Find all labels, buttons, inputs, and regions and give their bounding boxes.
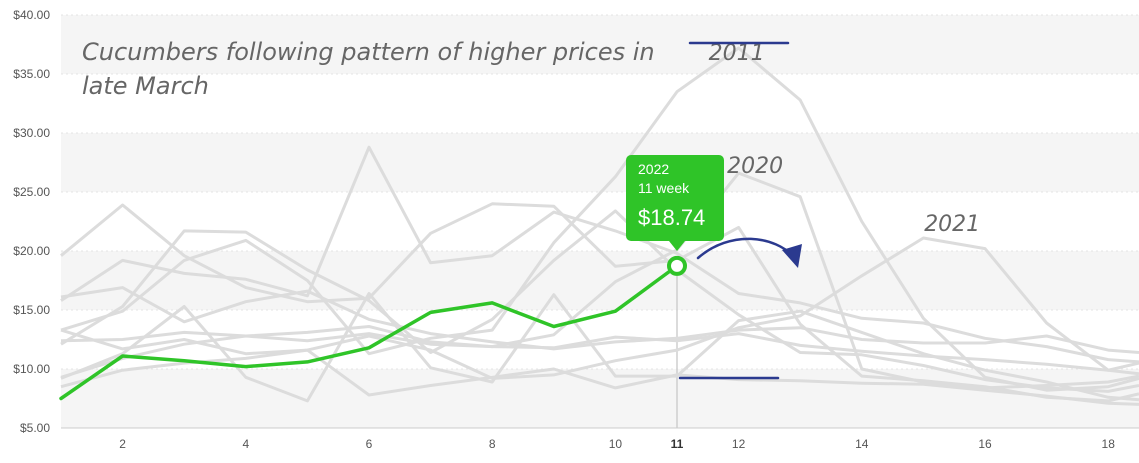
series-history-6-line — [60, 209, 1139, 393]
series-history-10-line — [60, 348, 1139, 406]
band-0 — [61, 15, 1139, 74]
highlight-line — [59, 255, 687, 401]
x-tick-label: 18 — [1102, 437, 1116, 451]
chart-title-line-1: Cucumbers following pattern of higher pr… — [82, 38, 655, 66]
arrow-head-icon — [782, 244, 802, 268]
y-tick-label: $15.00 — [13, 303, 50, 317]
y-axis: $5.00 $10.00 $15.00 $20.00 $25.00 $30.00 $35.0… — [13, 8, 50, 435]
annotation-2011: 2011 — [709, 41, 765, 66]
series-history-8-line — [60, 286, 1139, 354]
y-tick-label: $35.00 — [13, 67, 50, 81]
tooltip-week: 11 week — [638, 180, 690, 196]
series-history-4-line — [60, 145, 1139, 364]
highlight-point[interactable] — [667, 255, 687, 276]
y-tick-label: $40.00 — [13, 8, 50, 22]
x-tick-label: 10 — [609, 437, 623, 451]
chart-title-line-2: late March — [82, 72, 209, 100]
x-axis: 2 4 6 8 10 11 12 14 16 18 — [61, 427, 1139, 451]
y-tick-label: $5.00 — [20, 421, 50, 435]
history-lines — [60, 46, 1139, 406]
series-2021-line — [60, 236, 1139, 380]
x-tick-label: 6 — [366, 437, 373, 451]
tooltip-year: 2022 — [638, 161, 669, 177]
y-tick-label: $20.00 — [13, 244, 50, 258]
tooltip: 2022 11 week $18.74 — [626, 155, 724, 251]
x-tick-label: 4 — [242, 437, 249, 451]
y-tick-label: $30.00 — [13, 126, 50, 140]
x-tick-label: 2 — [119, 437, 126, 451]
y-tick-label: $25.00 — [13, 185, 50, 199]
series-history-5-line — [60, 202, 1139, 403]
x-tick-label: 12 — [732, 437, 746, 451]
gridlines — [61, 14, 1139, 429]
band-3 — [61, 369, 1139, 428]
x-tick-label-highlight: 11 — [671, 437, 684, 451]
tooltip-box — [626, 155, 724, 241]
x-tick-label: 8 — [489, 437, 496, 451]
band-2 — [61, 251, 1139, 310]
series-2022-line — [59, 264, 679, 401]
x-tick-label: 14 — [855, 437, 869, 451]
y-tick-label: $10.00 — [13, 362, 50, 376]
x-tick-label: 16 — [978, 437, 992, 451]
tooltip-value: $18.74 — [638, 205, 705, 230]
series-history-9-line — [60, 325, 1139, 376]
series-history-7-line — [60, 292, 1139, 403]
annotation-2021: 2021 — [924, 212, 980, 237]
series-2011-line — [60, 46, 1139, 392]
annotations: Cucumbers following pattern of higher pr… — [82, 38, 980, 380]
band-1 — [61, 133, 1139, 192]
annotation-2020: 2020 — [727, 154, 783, 179]
tooltip-pointer — [669, 241, 685, 251]
background-bands — [61, 15, 1139, 428]
